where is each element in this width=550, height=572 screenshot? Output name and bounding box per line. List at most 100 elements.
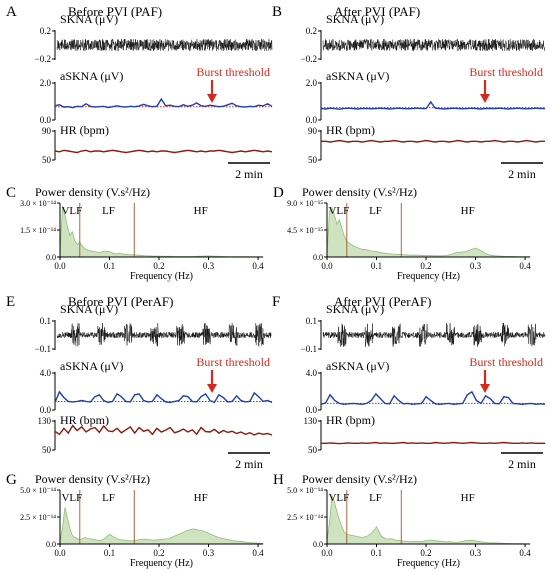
y-tick-label: 4.5 × 10⁻¹⁵ bbox=[287, 226, 323, 235]
x-axis-label: Frequency (Hz) bbox=[397, 271, 460, 282]
burst-arrow-head bbox=[480, 384, 490, 393]
psd-area bbox=[59, 507, 264, 545]
askna-label: aSKNA (μV) bbox=[60, 359, 123, 373]
y-tick-label: 90 bbox=[42, 126, 52, 136]
hr-series-line bbox=[54, 149, 273, 154]
panel-title: Before PVI (PerAF) bbox=[68, 294, 173, 309]
y-tick-label: 0.2 bbox=[306, 26, 317, 36]
x-axis-label: Frequency (Hz) bbox=[130, 271, 193, 282]
x-tick-label: 0.3 bbox=[203, 548, 215, 558]
hr-label: HR (bpm) bbox=[60, 123, 109, 137]
y-tick-label: 0.2 bbox=[40, 26, 51, 36]
x-tick-label: 0.0 bbox=[54, 548, 66, 558]
y-tick-label: 2.5 × 10⁻¹⁴ bbox=[20, 513, 56, 522]
burst-threshold-label: Burst threshold bbox=[196, 355, 270, 369]
y-tick-label: 0.0 bbox=[46, 253, 56, 262]
x-tick-label: 0.3 bbox=[203, 261, 215, 271]
y-tick-label: 0.1 bbox=[40, 316, 51, 326]
x-tick-label: 0.2 bbox=[420, 261, 431, 271]
panel-title: Before PVI (PAF) bbox=[68, 4, 162, 19]
x-tick-label: 0.4 bbox=[519, 261, 531, 271]
panel-g: G Power density (V.s²/Hz) VLF LF HF 5.0 × 10⁻… bbox=[6, 472, 264, 569]
x-tick-label: 0.0 bbox=[54, 261, 66, 271]
y-tick-label: 0.0 bbox=[46, 540, 56, 549]
y-tick-label: 9.0 × 10⁻¹⁵ bbox=[287, 199, 323, 208]
y-tick-label: 0.1 bbox=[306, 316, 317, 326]
panel-f: F After PVI (PerAF) 0.1 −0.1 SKNA (μV) 4.0 0.0… bbox=[272, 294, 546, 471]
band-label-vlf: VLF bbox=[61, 492, 82, 504]
psd-area bbox=[326, 495, 531, 545]
band-label-lf: LF bbox=[369, 492, 382, 504]
y-tick-label: 3.0 × 10⁻¹⁴ bbox=[20, 199, 56, 208]
panel-h: H Power density (V.s²/Hz) VLF LF HF 5.0 × 10⁻… bbox=[273, 472, 531, 569]
panel-letter: H bbox=[273, 472, 284, 488]
hr-label: HR (bpm) bbox=[60, 413, 109, 427]
x-tick-label: 0.3 bbox=[470, 261, 482, 271]
y-tick-label: 0.0 bbox=[40, 405, 52, 415]
askna-series-line bbox=[320, 100, 545, 110]
scale-bar-label: 2 min bbox=[235, 457, 263, 471]
skna-trace bbox=[322, 322, 546, 347]
hr-label: HR (bpm) bbox=[326, 123, 375, 137]
scale-bar-label: 2 min bbox=[508, 457, 536, 471]
panel-letter: E bbox=[6, 294, 15, 310]
x-axis-label: Frequency (Hz) bbox=[130, 558, 193, 569]
panel-title: After PVI (PAF) bbox=[334, 4, 420, 19]
y-tick-label: −0.1 bbox=[35, 344, 51, 354]
power-density-title: Power density (V.s²/Hz) bbox=[302, 185, 417, 199]
burst-threshold-label: Burst threshold bbox=[469, 355, 543, 369]
band-label-hf: HF bbox=[194, 492, 208, 504]
x-tick-label: 0.2 bbox=[420, 548, 431, 558]
band-label-hf: HF bbox=[461, 205, 475, 217]
panel-title: After PVI (PerAF) bbox=[334, 294, 431, 309]
askna-label: aSKNA (μV) bbox=[326, 69, 389, 83]
panel-e: E Before PVI (PerAF) 0.1 −0.1 SKNA (μV) 4.0 0.… bbox=[6, 294, 273, 471]
band-label-hf: HF bbox=[461, 492, 475, 504]
y-tick-label: 2.5 × 10⁻¹⁴ bbox=[287, 513, 323, 522]
power-density-title: Power density (V.s²/Hz) bbox=[35, 472, 150, 486]
scale-bar-label: 2 min bbox=[235, 167, 263, 181]
y-tick-label: 4.0 bbox=[306, 368, 318, 378]
y-tick-label: 4.0 bbox=[40, 368, 52, 378]
panel-letter: A bbox=[6, 4, 17, 20]
y-tick-label: 0.0 bbox=[306, 405, 318, 415]
x-tick-label: 0.1 bbox=[371, 548, 382, 558]
skna-trace bbox=[56, 38, 273, 52]
band-label-lf: LF bbox=[102, 205, 115, 217]
power-density-title: Power density (V.s²/Hz) bbox=[302, 472, 417, 486]
burst-threshold-label: Burst threshold bbox=[196, 65, 270, 79]
y-tick-label: 1.5 × 10⁻¹⁴ bbox=[20, 226, 56, 235]
burst-arrow-head bbox=[207, 384, 217, 393]
askna-label: aSKNA (μV) bbox=[60, 69, 123, 83]
band-label-lf: LF bbox=[369, 205, 382, 217]
y-tick-label: 0.0 bbox=[306, 115, 318, 125]
hr-series-line bbox=[54, 424, 273, 436]
y-tick-label: 130 bbox=[304, 416, 318, 426]
band-label-vlf: VLF bbox=[328, 492, 349, 504]
burst-arrow-head bbox=[207, 94, 217, 103]
panel-letter: G bbox=[6, 472, 17, 488]
x-tick-label: 0.0 bbox=[321, 261, 333, 271]
y-tick-label: 5.0 × 10⁻¹⁴ bbox=[287, 486, 323, 495]
y-tick-label: 130 bbox=[38, 416, 52, 426]
burst-threshold-label: Burst threshold bbox=[469, 65, 543, 79]
x-tick-label: 0.4 bbox=[252, 261, 264, 271]
y-tick-label: −0.2 bbox=[301, 54, 317, 64]
panel-letter: F bbox=[272, 294, 280, 310]
hr-series-line bbox=[321, 139, 545, 143]
askna-series-line bbox=[54, 97, 273, 109]
skna-label: SKNA (μV) bbox=[326, 302, 384, 316]
y-tick-label: −0.1 bbox=[301, 344, 317, 354]
y-tick-label: 50 bbox=[308, 445, 318, 455]
band-label-vlf: VLF bbox=[328, 205, 349, 217]
askna-series-line bbox=[54, 390, 273, 404]
hr-label: HR (bpm) bbox=[326, 413, 375, 427]
x-tick-label: 0.2 bbox=[153, 261, 164, 271]
y-tick-label: 0.0 bbox=[40, 115, 52, 125]
y-tick-label: 50 bbox=[308, 155, 318, 165]
y-tick-label: −0.2 bbox=[35, 54, 51, 64]
skna-label: SKNA (μV) bbox=[326, 12, 384, 26]
x-tick-label: 0.3 bbox=[470, 548, 482, 558]
panel-letter: D bbox=[273, 185, 284, 201]
